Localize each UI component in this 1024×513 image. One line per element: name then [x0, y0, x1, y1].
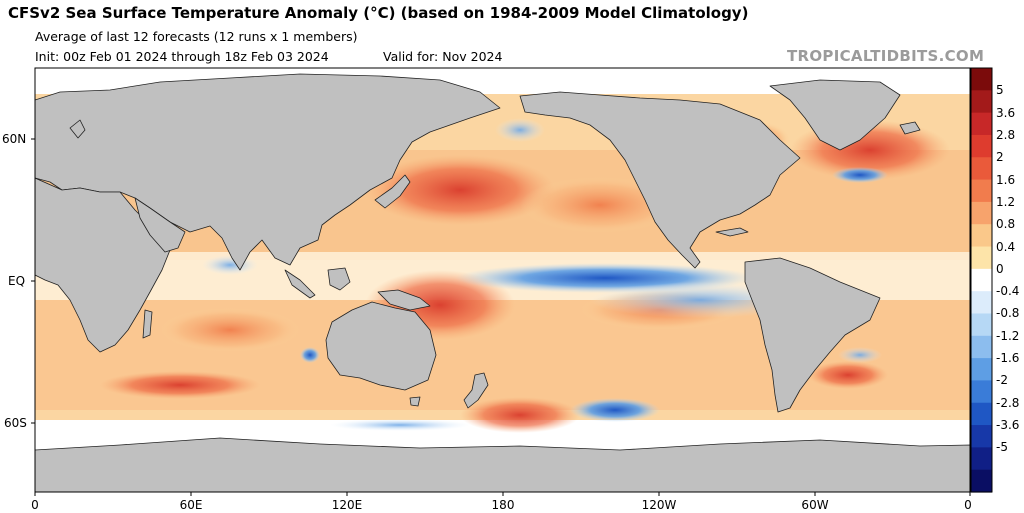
colorbar-swatch — [971, 157, 992, 181]
forecast-description: Average of last 12 forecasts (12 runs x … — [35, 29, 358, 44]
colorbar-swatch — [971, 224, 992, 248]
cuba-caribbean — [715, 227, 749, 237]
land-masses — [35, 73, 970, 492]
lon-label-60w: 60W — [801, 498, 829, 512]
lon-label-120e: 120E — [331, 498, 363, 512]
colorbar-tick-label: -5 — [996, 440, 1008, 455]
colorbar-swatch — [971, 358, 992, 382]
lon-label-0-east: 0 — [964, 498, 972, 512]
iceland — [899, 121, 921, 135]
colorbar-tick-label: 1.6 — [996, 172, 1016, 187]
africa — [35, 177, 171, 353]
colorbar-swatch — [971, 335, 992, 359]
colorbar-tick-label: 0 — [996, 261, 1004, 276]
lon-label-60e: 60E — [179, 498, 203, 512]
colorbar-tick-label: 2 — [996, 150, 1004, 165]
north-pacific-warm-anomaly — [365, 155, 555, 225]
colorbar-tick-label: -1.2 — [996, 328, 1020, 343]
map-area — [35, 68, 970, 492]
greenland — [769, 79, 901, 151]
colorbar-swatch — [971, 201, 992, 225]
madagascar — [142, 309, 153, 339]
new-guinea — [377, 289, 431, 311]
eurasia — [35, 73, 501, 271]
colorbar-swatch — [971, 179, 992, 203]
colorbar-tick-label: -2 — [996, 373, 1008, 388]
colorbar-frame — [970, 67, 993, 493]
lon-label-120w: 120W — [641, 498, 677, 512]
borneo — [327, 267, 351, 291]
colorbar-swatch — [971, 134, 992, 158]
colorbar — [971, 68, 992, 493]
sumatra — [284, 269, 316, 299]
colorbar-swatch — [971, 68, 992, 91]
lat-label-60n: 60N — [2, 132, 27, 146]
new-zealand — [463, 372, 489, 409]
colorbar-swatch — [971, 380, 992, 404]
colorbar-tick-label: -2.8 — [996, 395, 1020, 410]
north-america — [519, 91, 801, 269]
arabian-peninsula — [134, 197, 186, 253]
lat-label-equator: EQ — [8, 274, 26, 288]
colorbar-swatch — [971, 313, 992, 337]
axis-ticks — [31, 138, 971, 496]
colorbar-swatch — [971, 291, 992, 315]
brand-watermark: TROPICALTIDBITS.COM — [787, 47, 985, 65]
colorbar-tick-label: 3.6 — [996, 105, 1016, 120]
lat-label-60s: 60S — [4, 416, 27, 430]
colorbar-swatch — [971, 425, 992, 448]
colorbar-tick-label: 1.2 — [996, 194, 1016, 209]
colorbar-tick-label: 2.8 — [996, 127, 1016, 142]
antarctica — [35, 437, 970, 492]
colorbar-tick-label: 0.4 — [996, 239, 1016, 254]
south-america — [744, 257, 881, 413]
lon-label-0-west: 0 — [31, 498, 39, 512]
colorbar-swatch — [971, 469, 992, 493]
init-time: Init: 00z Feb 01 2024 through 18z Feb 03… — [35, 49, 329, 64]
chart-title: CFSv2 Sea Surface Temperature Anomaly (°… — [8, 4, 749, 22]
colorbar-tick-label: -0.8 — [996, 306, 1020, 321]
colorbar-swatch — [971, 112, 992, 136]
colorbar-swatch — [971, 246, 992, 270]
colorbar-swatch — [971, 447, 992, 471]
colorbar-swatch — [971, 268, 992, 292]
colorbar-swatch — [971, 402, 992, 426]
japan — [374, 174, 411, 209]
colorbar-tick-label: 5 — [996, 83, 1004, 98]
australia — [325, 301, 437, 391]
colorbar-tick-label: 0.8 — [996, 217, 1016, 232]
colorbar-tick-label: -0.4 — [996, 284, 1020, 299]
tasmania — [409, 396, 421, 407]
colorbar-swatch — [971, 90, 992, 114]
southern-indian-warm-anomaly — [100, 371, 260, 399]
colorbar-tick-label: -1.6 — [996, 351, 1020, 366]
valid-time: Valid for: Nov 2024 — [383, 49, 503, 64]
lon-label-180: 180 — [491, 498, 515, 512]
colorbar-tick-label: -3.6 — [996, 418, 1020, 433]
southern-ocean-cool-anomaly — [570, 398, 660, 422]
uk-ireland — [69, 119, 86, 139]
